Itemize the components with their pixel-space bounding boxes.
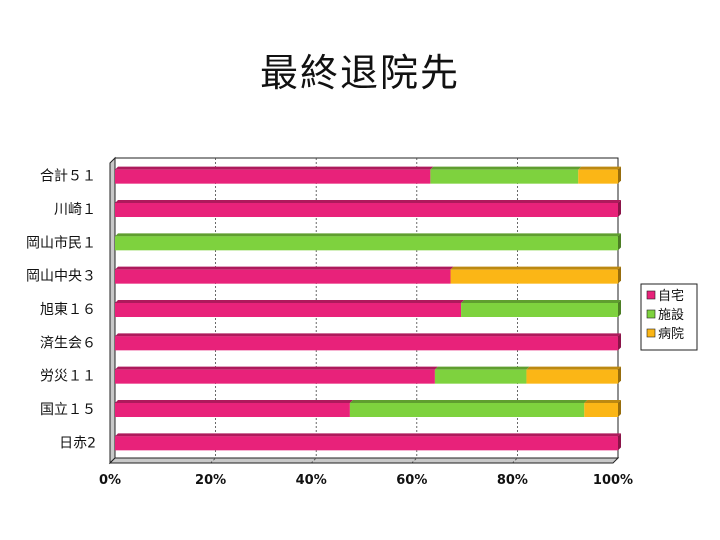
bar-segment-自宅: [115, 436, 618, 451]
category-label: 旭東１６: [40, 302, 96, 318]
x-tick-label: 80%: [497, 473, 528, 488]
bar-segment-top: [115, 333, 621, 337]
legend-label: 病院: [658, 327, 684, 342]
bar-end-cap: [618, 333, 621, 351]
bar-segment-top: [115, 266, 454, 270]
left-wall: [109, 156, 116, 465]
bar-end-cap: [618, 233, 621, 251]
bar-segment-top: [115, 166, 434, 170]
category-label: 済生会６: [40, 335, 96, 351]
bar-segment-施設: [434, 369, 527, 384]
x-tick-labels: 0% 20% 40% 60% 80% 100%: [99, 473, 633, 488]
legend-swatch: [646, 290, 656, 300]
legend-label: 自宅: [658, 289, 684, 304]
bar-segment-top: [349, 400, 588, 403]
legend-swatch: [646, 309, 656, 319]
bar-segment-top: [430, 166, 582, 170]
bar-segment-施設: [115, 236, 618, 251]
bar-end-cap: [618, 300, 621, 317]
category-label: 岡山市民１: [26, 234, 96, 251]
bar-segment-top: [115, 400, 353, 403]
bar-segment-施設: [430, 169, 579, 184]
legend-swatch: [646, 328, 656, 338]
bar-segment-top: [115, 300, 465, 303]
bar-end-cap: [618, 266, 621, 284]
bar-segment-top: [115, 366, 438, 370]
bar-segment-病院: [450, 269, 618, 284]
bar-segment-自宅: [115, 403, 350, 417]
x-tick-label: 40%: [296, 473, 327, 488]
legend-label: 施設: [658, 307, 684, 323]
bar-end-cap: [618, 400, 621, 417]
bar-segment-top: [115, 200, 621, 203]
category-labels: 合計５１ 川崎１ 岡山市民１ 岡山中央３ 旭東１６ 済生会６ 労災１１ 国立１５ 日赤2: [26, 169, 96, 452]
gridline-depth: [512, 457, 518, 464]
x-tick-label: 100%: [593, 473, 633, 488]
bar-segment-自宅: [115, 369, 435, 384]
category-label: 合計５１: [40, 169, 96, 185]
category-label: 労災１１: [40, 369, 96, 385]
bar-end-cap: [618, 366, 621, 384]
slide-title: 最終退院先: [259, 51, 460, 95]
category-label: 国立１５: [40, 402, 96, 418]
floor: [108, 457, 620, 464]
category-label: 川崎１: [54, 202, 96, 218]
bar-segment-top: [461, 300, 621, 303]
bar-segment-自宅: [115, 269, 451, 284]
bar-end-cap: [618, 166, 621, 184]
x-tick-label: 0%: [99, 473, 121, 488]
bar-segment-自宅: [115, 203, 618, 217]
gridline-depth: [210, 457, 216, 464]
x-tick-label: 20%: [195, 473, 226, 488]
bar-segment-top: [578, 166, 621, 170]
bar-segment-病院: [526, 369, 618, 384]
bar-segment-自宅: [115, 336, 618, 351]
bar-segment-top: [450, 266, 621, 270]
bar-segment-施設: [349, 403, 585, 417]
bar-segment-病院: [578, 169, 618, 184]
bar-segment-top: [434, 366, 530, 370]
bar-end-cap: [618, 433, 621, 451]
bar-segment-top: [115, 233, 621, 237]
gridline-depth: [411, 457, 418, 464]
bar-segment-top: [526, 366, 621, 370]
bar-segment-top: [584, 400, 621, 403]
x-tick-label: 60%: [396, 473, 427, 488]
bar-end-cap: [618, 200, 621, 217]
category-label: 日赤2: [59, 435, 96, 451]
category-label: 岡山中央３: [26, 269, 96, 285]
bar-segment-自宅: [115, 169, 431, 184]
bar-segment-病院: [584, 403, 618, 417]
gridline-depth: [310, 457, 317, 464]
bar-segment-施設: [461, 303, 618, 317]
bars: [115, 166, 621, 451]
bar-segment-自宅: [115, 303, 462, 317]
bar-segment-top: [115, 433, 621, 437]
